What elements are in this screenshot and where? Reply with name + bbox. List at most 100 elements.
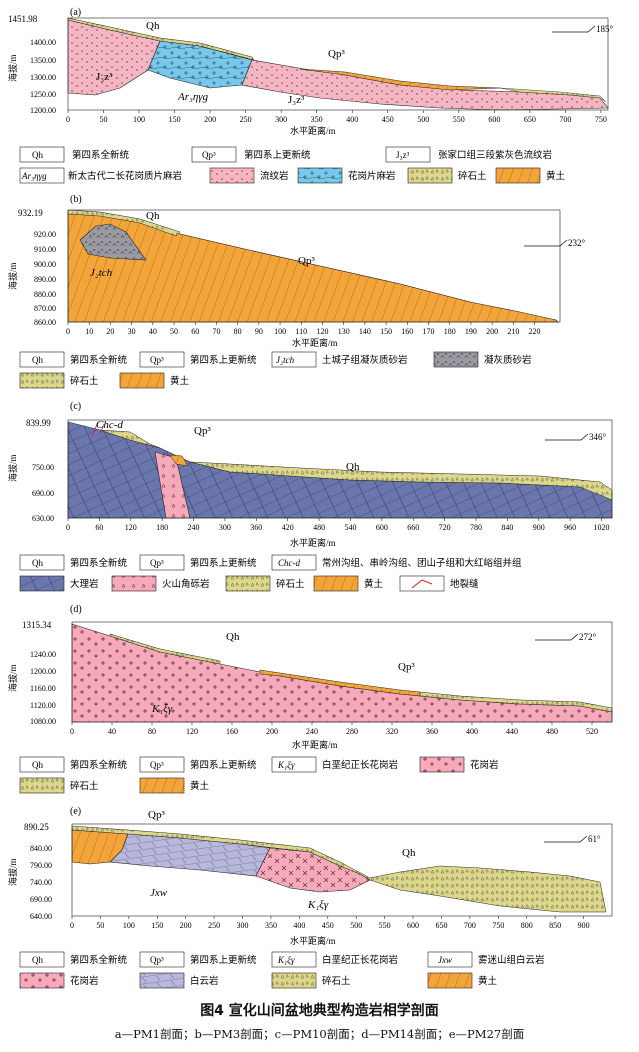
- xtick-label-3-12: 480: [546, 727, 558, 736]
- ytick-e-2: 740.00: [30, 878, 52, 887]
- legend-d-swatch-loess: [139, 777, 185, 794]
- legend-e-sym-3: Jxw: [438, 955, 452, 965]
- legend-b: Qh 第四系全新统 Qp³ 第四系上更新统 J₂tch 土城子组凝灰质砂岩 凝灰…: [19, 351, 532, 389]
- ytick-c-0: 750.00: [32, 463, 54, 472]
- figure-subtitle: a—PM1剖面；b—PM3剖面；c—PM10剖面；d—PM14剖面；e—PM27…: [114, 1027, 525, 1041]
- xlabel-a: 水平距离/m: [290, 125, 336, 136]
- xtick-label-1-13: 130: [338, 327, 350, 336]
- xlabel-c: 水平距离/m: [290, 537, 336, 548]
- xtick-label-3-0: 0: [70, 727, 74, 736]
- xtick-label-1-11: 110: [295, 327, 307, 336]
- xtick-label-0-13: 650: [524, 115, 536, 124]
- legend-a-sym-3: Ar₃ηγg: [21, 171, 47, 181]
- label-b-qh: Qh: [146, 210, 160, 222]
- xtick-label-0-9: 450: [382, 115, 394, 124]
- max-label-e: 890.25: [24, 822, 49, 832]
- ytick-a-2: 1300.00: [30, 73, 56, 82]
- legend-b-text-1: 第四系上更新统: [190, 354, 257, 366]
- legend-d-swatch-kx: [271, 756, 317, 773]
- orient-c: 346°: [589, 432, 607, 442]
- xtick-label-1-0: 0: [66, 327, 70, 336]
- ytick-e-1: 790.00: [30, 861, 52, 870]
- orient-arrow-c: [545, 433, 589, 441]
- plot-frame-c: [67, 419, 613, 519]
- legend-d-swatch-gravel: [19, 777, 65, 794]
- xtick-label-0-5: 250: [240, 115, 252, 124]
- xtick-label-3-1: 40: [108, 727, 116, 736]
- ytick-b-5: 870.00: [34, 304, 56, 313]
- legend-d-text-5: 黄土: [190, 780, 210, 792]
- xtick-label-2-14: 840: [501, 523, 513, 532]
- legend-d-sym-2: K₁ξγ: [277, 760, 295, 770]
- xtick-label-1-2: 20: [106, 327, 114, 336]
- ytick-c-2: 630.00: [32, 514, 54, 523]
- ylabel-a: 海拔/m: [7, 54, 18, 82]
- xticks-b: 0 10 20 30 40 50 60 70 80 90 100 110 120 130 140 150 160…: [66, 322, 541, 336]
- ytick-b-2: 900.00: [34, 260, 56, 269]
- xtick-label-3-10: 400: [466, 727, 478, 736]
- xtick-label-0-10: 500: [417, 115, 429, 124]
- legend-e-text-2: 白垩纪正长花岗岩: [322, 954, 398, 966]
- legend-a-text-5: 花岗片麻岩: [348, 170, 396, 182]
- legend-a-text-0: 第四系全新统: [72, 149, 130, 161]
- legend-d-text-1: 第四系上更新统: [190, 759, 257, 771]
- ytick-e-3: 690.00: [30, 895, 52, 904]
- label-e-qh: Qh: [402, 847, 416, 859]
- legend-a-swatch-ar: [19, 167, 65, 184]
- xtick-label-1-8: 80: [234, 327, 242, 336]
- xtick-label-2-5: 300: [219, 523, 231, 532]
- label-c-qp: Qp³: [194, 425, 211, 437]
- xtick-label-3-7: 280: [346, 727, 358, 736]
- label-b-qp: Qp³: [298, 255, 315, 267]
- legend-a-swatch-gravel: [407, 167, 453, 184]
- orient-d: 272°: [579, 632, 597, 642]
- legend-e-text-5: 白云岩: [190, 975, 219, 987]
- xtick-label-1-19: 190: [465, 327, 477, 336]
- xtick-label-0-11: 550: [453, 115, 465, 124]
- xtick-label-1-1: 10: [85, 327, 93, 336]
- legend-e-text-3: 雾迷山组白云岩: [478, 954, 545, 966]
- crack-c: [91, 421, 105, 437]
- legend-c-text-4: 火山角砾岩: [162, 578, 210, 590]
- xtick-label-1-5: 50: [170, 327, 178, 336]
- label-a-ar: Ar₃ηγg: [177, 91, 209, 103]
- legend-c-text-0: 第四系全新统: [70, 557, 128, 569]
- legend-e-swatch-kx: [271, 951, 317, 968]
- figure-title: 图4 宣化山间盆地典型构造岩相学剖面: [200, 1003, 439, 1019]
- legend-c-swatch-chc: [271, 554, 317, 571]
- legend-c-swatch-gravel: [225, 575, 271, 592]
- legend-e-text-1: 第四系上更新统: [190, 954, 257, 966]
- legend-e-sym-2: K₁ξγ: [277, 955, 295, 965]
- ytick-e-0: 840.00: [30, 844, 52, 853]
- xtick-label-0-15: 750: [595, 115, 607, 124]
- xtick-label-0-6: 300: [275, 115, 287, 124]
- xtick-label-3-4: 160: [226, 727, 238, 736]
- panel-label-e: (e): [70, 806, 81, 817]
- plot-frame-b: [67, 209, 561, 323]
- legend-a-text-2: 张家口组三段紫灰色流纹岩: [438, 149, 552, 161]
- xtick-label-1-15: 150: [380, 327, 392, 336]
- panel-label-c: (c): [70, 401, 81, 412]
- legend-e-swatch-qh: [19, 951, 65, 968]
- legend-c-text-6: 黄土: [364, 578, 384, 590]
- xtick-label-0-1: 50: [100, 115, 108, 124]
- legend-a-swatch-rhyolite: [209, 167, 255, 184]
- ytick-e-4: 640.00: [30, 912, 52, 921]
- label-c-chc: Chc-d: [96, 419, 123, 431]
- legend-e: Qh 第四系全新统 Qp³ 第四系上更新统 K₁ξγ 白垩纪正长花岗岩 Jxw …: [19, 951, 545, 989]
- legend-c-text-7: 地裂缝: [450, 578, 479, 590]
- xtick-label-0-0: 0: [66, 115, 70, 124]
- legend-e-swatch-gravel: [271, 972, 317, 989]
- legend-c-text-3: 大理岩: [70, 578, 99, 590]
- xtick-label-1-14: 140: [359, 327, 371, 336]
- label-a-qp: Qp³: [328, 48, 345, 60]
- legend-a-sym-1: Qp³: [202, 150, 216, 160]
- legend-d-swatch-granite: [419, 756, 465, 773]
- legend-e-text-4: 花岗岩: [70, 975, 99, 987]
- legend-c-sym-0: Qh: [32, 558, 43, 568]
- xticks-e: 0 50 100 150 200 250 300 350 400 450 500 550 600 650 7…: [70, 916, 590, 930]
- legend-b-text-4: 碎石土: [70, 375, 99, 387]
- xtick-label-0-14: 700: [559, 115, 571, 124]
- legend-b-swatch-tuff: [433, 351, 479, 368]
- legend-c-swatch-breccia: [111, 575, 157, 592]
